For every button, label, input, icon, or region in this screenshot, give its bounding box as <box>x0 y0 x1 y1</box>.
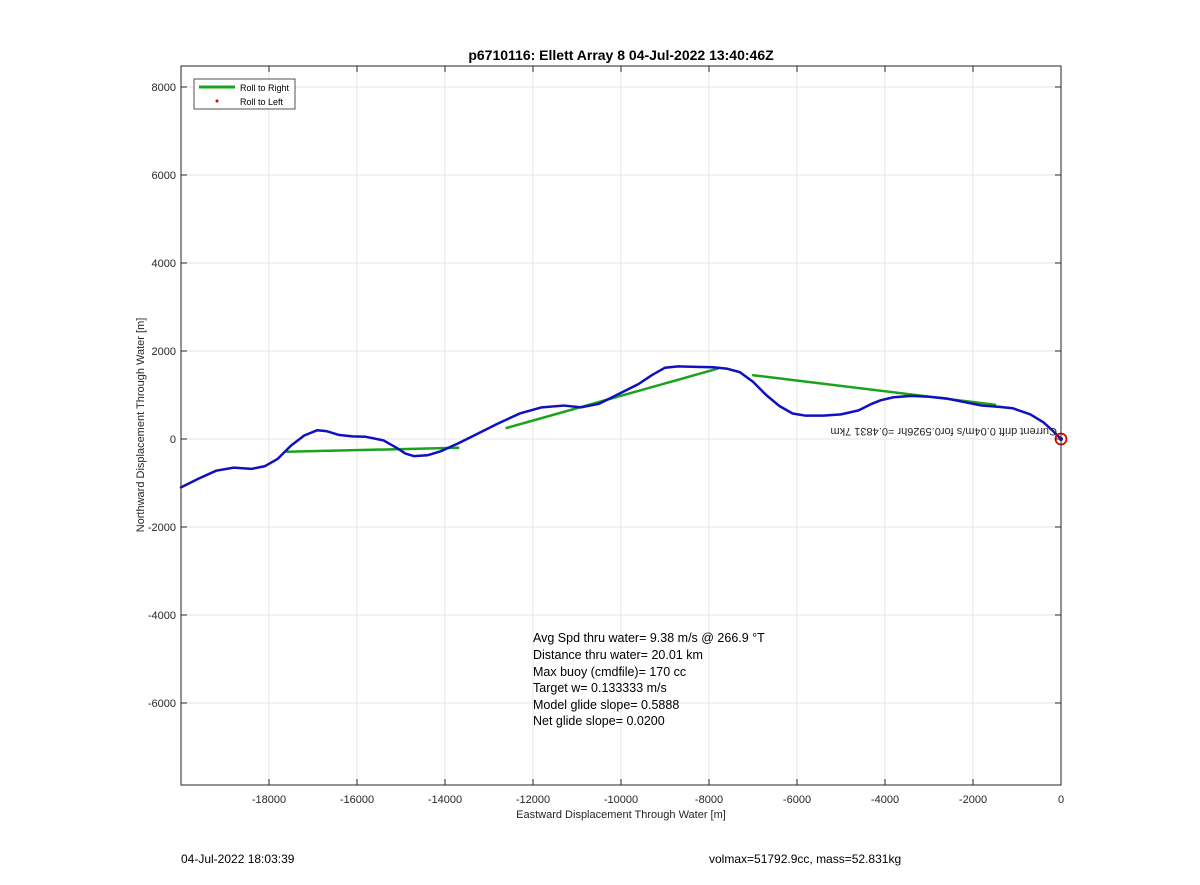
y-tick-label: 8000 <box>152 82 176 94</box>
x-tick-label: -18000 <box>252 794 286 806</box>
x-tick-label: 0 <box>1058 794 1064 806</box>
current-drift-annotation: Current drift 0.04m/s for0.5926hr =0.483… <box>830 425 1057 437</box>
x-tick-label: -10000 <box>604 794 638 806</box>
y-tick-label: 6000 <box>152 170 176 182</box>
x-axis-label: Eastward Displacement Through Water [m] <box>516 809 726 821</box>
footer-timestamp: 04-Jul-2022 18:03:39 <box>181 852 295 866</box>
chart-title: p6710116: Ellett Array 8 04-Jul-2022 13:… <box>468 47 774 63</box>
legend: Roll to Right Roll to Left <box>193 78 296 110</box>
y-tick-label: 2000 <box>152 346 176 358</box>
stats-line: Avg Spd thru water= 9.38 m/s @ 266.9 °T <box>533 631 765 645</box>
x-tick-label: -2000 <box>959 794 987 806</box>
y-tick-label: -4000 <box>148 610 176 622</box>
x-tick-label: -6000 <box>783 794 811 806</box>
legend-label-roll-right: Roll to Right <box>240 83 290 93</box>
y-tick-label: 4000 <box>152 258 176 270</box>
y-tick-label: -6000 <box>148 698 176 710</box>
x-axis-ticks: -18000 -16000 -14000 -12000 -10000 -8000 -6000… <box>252 66 1064 806</box>
y-axis-label: Northward Displacement Through Water [m] <box>135 318 147 533</box>
legend-label-roll-left: Roll to Left <box>240 97 284 107</box>
stats-block: Avg Spd thru water= 9.38 m/s @ 266.9 °T … <box>533 631 765 728</box>
y-tick-label: -2000 <box>148 522 176 534</box>
footer-mass-info: volmax=51792.9cc, mass=52.831kg <box>709 852 902 866</box>
legend-box <box>193 78 296 110</box>
x-tick-label: -4000 <box>871 794 899 806</box>
stats-line: Target w= 0.133333 m/s <box>533 681 667 695</box>
stats-line: Net glide slope= 0.0200 <box>533 714 665 728</box>
glider-track-line <box>179 365 1063 489</box>
stats-line: Max buoy (cmdfile)= 170 cc <box>533 665 686 679</box>
x-tick-label: -14000 <box>428 794 462 806</box>
roll-right-segment <box>285 446 460 454</box>
grid <box>181 66 1062 785</box>
legend-swatch-roll-left <box>215 99 219 103</box>
y-axis-ticks: 8000 6000 4000 2000 0 -2000 -4000 -6000 <box>148 82 1061 710</box>
x-tick-label: -8000 <box>695 794 723 806</box>
stats-line: Distance thru water= 20.01 km <box>533 648 703 662</box>
x-tick-label: -12000 <box>516 794 550 806</box>
x-tick-label: -16000 <box>340 794 374 806</box>
y-tick-label: 0 <box>170 434 176 446</box>
stats-line: Model glide slope= 0.5888 <box>533 698 679 712</box>
